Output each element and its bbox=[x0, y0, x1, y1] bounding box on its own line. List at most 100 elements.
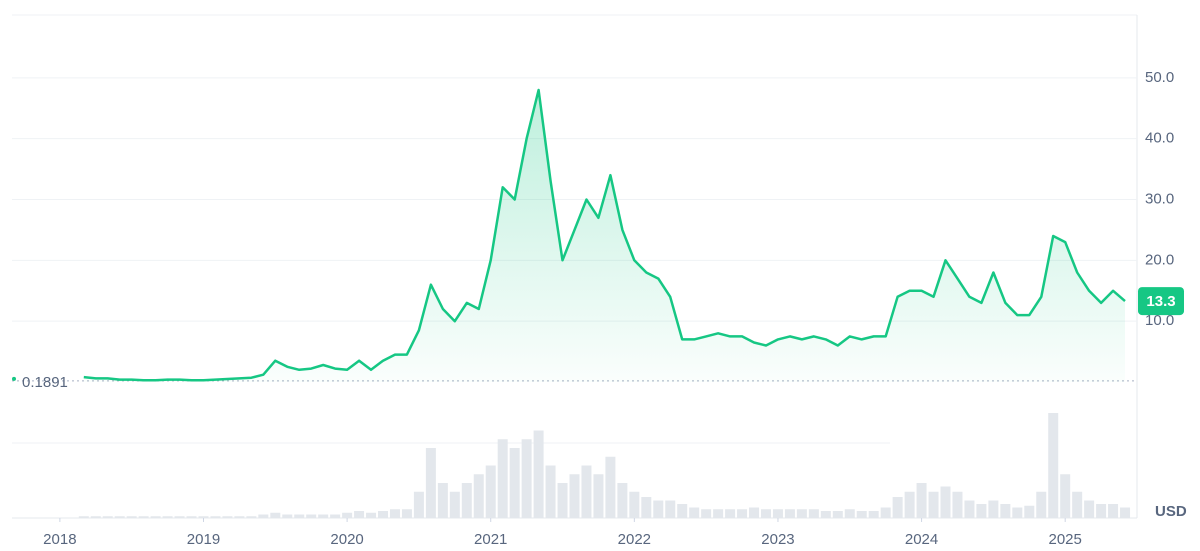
volume-bar bbox=[701, 509, 712, 518]
volume-bar bbox=[126, 516, 137, 518]
volume-bar bbox=[354, 511, 365, 518]
y-tick-label: 20.0 bbox=[1145, 251, 1174, 268]
volume-bar bbox=[880, 507, 891, 518]
start-price-label: 0.1891 bbox=[22, 374, 68, 391]
volume-bar bbox=[186, 516, 197, 518]
volume-bar bbox=[342, 512, 353, 518]
volume-bar bbox=[952, 491, 963, 518]
volume-bar bbox=[557, 483, 568, 518]
start-price-dot bbox=[12, 376, 16, 381]
volume-bar bbox=[294, 514, 305, 518]
volume-bar bbox=[210, 516, 221, 518]
volume-bar bbox=[378, 511, 389, 518]
volume-bar bbox=[78, 516, 89, 518]
volume-bar bbox=[1000, 504, 1011, 518]
volume-bar bbox=[1036, 491, 1047, 518]
x-tick-label: 2025 bbox=[1049, 531, 1082, 548]
volume-bar bbox=[1120, 507, 1131, 518]
volume-bar bbox=[270, 512, 281, 518]
volume-bar bbox=[629, 491, 640, 518]
volume-bar bbox=[174, 516, 185, 518]
volume-bar bbox=[425, 448, 436, 518]
volume-bar bbox=[964, 500, 975, 518]
volume-bar bbox=[988, 500, 999, 518]
volume-bar bbox=[581, 465, 592, 518]
volume-bar bbox=[808, 509, 819, 518]
volume-bar bbox=[222, 516, 233, 518]
volume-bar bbox=[449, 491, 460, 518]
volume-bar bbox=[784, 509, 795, 518]
volume-bar bbox=[533, 430, 544, 518]
x-tick-label: 2019 bbox=[187, 531, 220, 548]
x-tick-label: 2020 bbox=[330, 531, 363, 548]
volume-bar bbox=[844, 509, 855, 518]
volume-bar bbox=[521, 439, 532, 518]
volume-bar bbox=[653, 500, 664, 518]
y-tick-label: 10.0 bbox=[1145, 312, 1174, 329]
x-tick-label: 2024 bbox=[905, 531, 938, 548]
volume-bar bbox=[772, 509, 783, 518]
volume-bar bbox=[1060, 474, 1071, 518]
volume-bar bbox=[509, 448, 520, 518]
y-tick-label: 40.0 bbox=[1145, 130, 1174, 147]
x-tick-label: 2023 bbox=[761, 531, 794, 548]
volume-bar bbox=[485, 465, 496, 518]
volume-bar bbox=[150, 516, 161, 518]
volume-bar bbox=[138, 516, 149, 518]
volume-bar bbox=[102, 516, 113, 518]
volume-bar bbox=[892, 497, 903, 518]
volume-bar bbox=[282, 514, 293, 518]
volume-bar bbox=[162, 516, 173, 518]
volume-bar bbox=[90, 516, 101, 518]
volume-bar bbox=[796, 509, 807, 518]
volume-bar bbox=[1048, 413, 1059, 518]
current-price-badge bbox=[1138, 287, 1184, 316]
x-tick-label: 2021 bbox=[474, 531, 507, 548]
volume-bar bbox=[198, 516, 209, 518]
volume-bar bbox=[904, 491, 915, 518]
volume-bar bbox=[258, 514, 269, 518]
volume-bar bbox=[976, 504, 987, 518]
volume-bar bbox=[306, 514, 317, 518]
x-tick-label: 2018 bbox=[43, 531, 76, 548]
volume-bar bbox=[437, 483, 448, 518]
volume-bar bbox=[1096, 504, 1107, 518]
volume-bar bbox=[713, 509, 724, 518]
volume-bar bbox=[689, 507, 700, 518]
volume-bar bbox=[545, 465, 556, 518]
volume-bar bbox=[737, 509, 748, 518]
price-line bbox=[83, 88, 1126, 382]
volume-bar bbox=[1108, 504, 1119, 518]
volume-bar bbox=[389, 509, 400, 518]
volume-bar bbox=[401, 509, 412, 518]
x-tick-label: 2022 bbox=[618, 531, 651, 548]
y-tick-label: 30.0 bbox=[1145, 190, 1174, 207]
volume-bar bbox=[749, 507, 760, 518]
volume-bar bbox=[725, 509, 736, 518]
volume-bar bbox=[318, 514, 329, 518]
volume-bar bbox=[114, 516, 125, 518]
volume-bar bbox=[760, 509, 771, 518]
volume-bar bbox=[497, 439, 508, 518]
volume-bar bbox=[593, 474, 604, 518]
volume-bar bbox=[605, 456, 616, 518]
volume-bar bbox=[856, 511, 867, 518]
volume-bar bbox=[617, 483, 628, 518]
volume-bar bbox=[868, 511, 879, 518]
y-tick-label: 50.0 bbox=[1145, 69, 1174, 86]
volume-bar bbox=[246, 516, 257, 518]
current-price-label: 13.3 bbox=[1146, 293, 1175, 310]
volume-bar bbox=[1024, 505, 1035, 518]
volume-bar bbox=[665, 500, 676, 518]
volume-bar bbox=[832, 511, 843, 518]
volume-bar bbox=[1012, 507, 1023, 518]
volume-bar bbox=[234, 516, 245, 518]
volume-bar bbox=[413, 491, 424, 518]
price-area bbox=[83, 90, 1125, 382]
volume-bar bbox=[461, 483, 472, 518]
volume-bar bbox=[916, 483, 927, 518]
volume-bar bbox=[677, 504, 688, 518]
volume-bar bbox=[641, 497, 652, 518]
volume-bar bbox=[820, 511, 831, 518]
